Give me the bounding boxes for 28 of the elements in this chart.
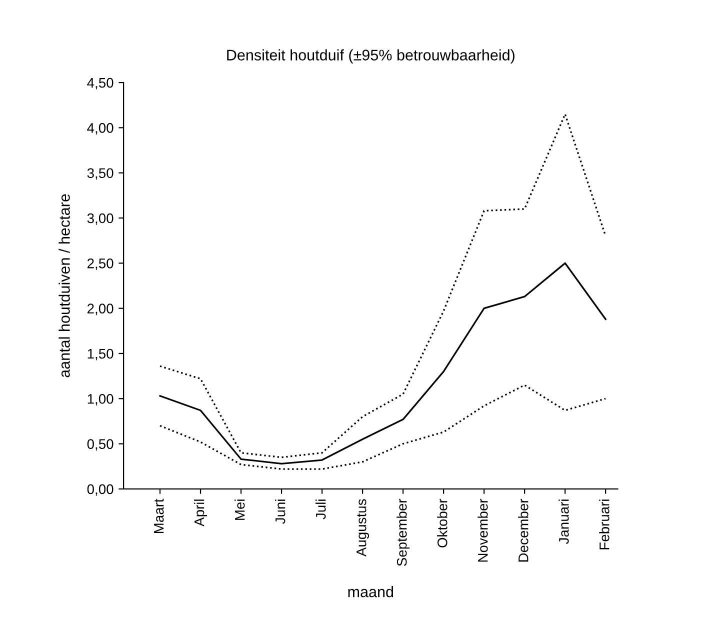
x-tick-label: November [478,498,488,562]
x-tick-label: April [194,500,207,526]
chart-title: Densiteit houtduif (±95% betrouwbaarheid) [227,49,514,64]
line-series [159,384,606,470]
x-tick-label: Augustus [356,499,370,557]
y-tick-label: 0,50 [87,439,114,451]
x-tick-label: Oktober [437,498,448,548]
x-tick-label: Januari [558,500,569,544]
x-tick-label: Maart [154,498,164,534]
line-series [159,113,606,458]
y-tick-label: 3,00 [87,213,114,225]
y-tick-label: 0,00 [87,484,114,496]
x-tick-label: Mei [234,500,245,520]
y-axis-title: aantal houtduiven / hectare [58,194,70,378]
x-tick-label: Februari [599,500,610,550]
x-tick-label: Juni [275,500,286,524]
x-tick-label: December [518,498,528,562]
x-tick-label: Juli [316,500,326,520]
x-tick-label: September [396,498,410,566]
x-axis-title: maand [348,586,394,598]
y-tick-label: 2,50 [87,258,114,270]
y-tick-label: 3,50 [87,168,114,180]
y-tick-label: 1,50 [88,348,114,360]
y-tick-label: 1,00 [88,394,114,406]
y-tick-label: 2,00 [87,304,114,316]
y-tick-label: 4,50 [87,78,114,90]
y-tick-label: 4,00 [87,123,114,135]
line-series [159,262,606,464]
